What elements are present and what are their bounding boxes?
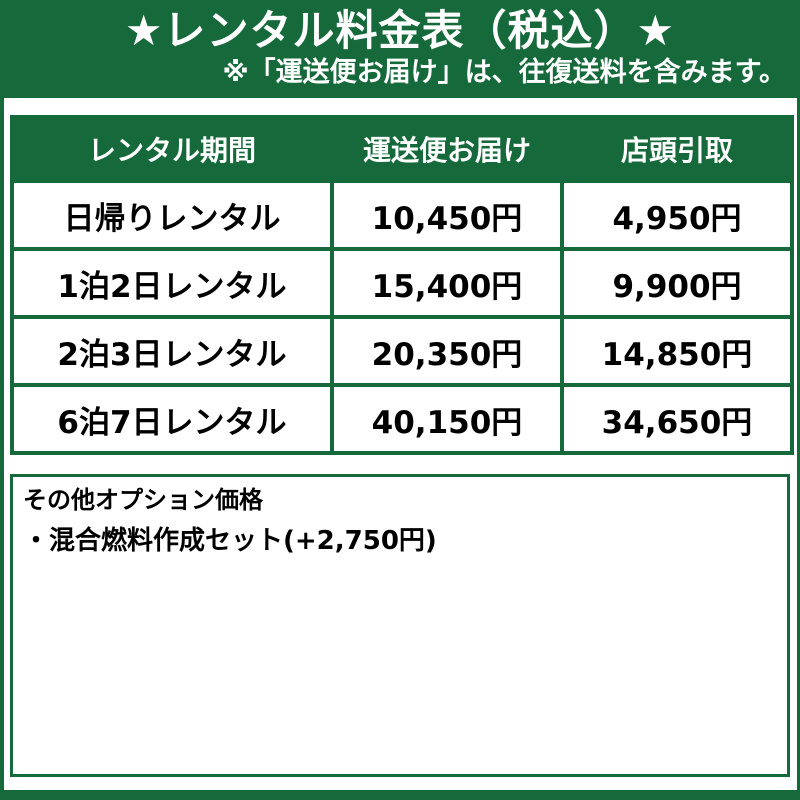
options-box: その他オプション価格 ・混合燃料作成セット(+2,750円) [10, 474, 790, 777]
pickup-price-cell: 34,650円 [560, 383, 794, 455]
delivery-price-cell: 15,400円 [330, 247, 564, 319]
rental-period-cell: 1泊2日レンタル [10, 247, 334, 319]
col-header-store-pickup: 店頭引取 [560, 115, 794, 183]
col-header-delivery: 運送便お届け [330, 115, 564, 183]
rental-period-cell: 2泊3日レンタル [10, 315, 334, 387]
table-header-row: レンタル期間 運送便お届け 店頭引取 [10, 115, 794, 183]
pickup-price-cell: 9,900円 [560, 247, 794, 319]
rental-period-cell: 6泊7日レンタル [10, 383, 334, 455]
rental-price-table: レンタル期間 運送便お届け 店頭引取 日帰りレンタル 10,450円 4,950… [10, 115, 794, 455]
rental-period-cell: 日帰りレンタル [10, 179, 334, 251]
col-header-rental-period: レンタル期間 [10, 115, 334, 183]
table-row: 2泊3日レンタル 20,350円 14,850円 [10, 315, 794, 387]
header-banner: ★レンタル料金表（税込）★ ※「運送便お届け」は、往復送料を含みます。 [0, 0, 800, 98]
delivery-price-cell: 20,350円 [330, 315, 564, 387]
table-row: 日帰りレンタル 10,450円 4,950円 [10, 179, 794, 251]
pickup-price-cell: 14,850円 [560, 315, 794, 387]
table-row: 1泊2日レンタル 15,400円 9,900円 [10, 247, 794, 319]
page-title: ★レンタル料金表（税込）★ [124, 6, 676, 55]
shipping-note: ※「運送便お届け」は、往復送料を含みます。 [222, 57, 786, 88]
option-item: ・混合燃料作成セット(+2,750円) [23, 526, 437, 556]
delivery-price-cell: 10,450円 [330, 179, 564, 251]
options-title: その他オプション価格 [23, 486, 263, 514]
pickup-price-cell: 4,950円 [560, 179, 794, 251]
table-row: 6泊7日レンタル 40,150円 34,650円 [10, 383, 794, 455]
delivery-price-cell: 40,150円 [330, 383, 564, 455]
content-panel: レンタル期間 運送便お届け 店頭引取 日帰りレンタル 10,450円 4,950… [4, 98, 797, 790]
